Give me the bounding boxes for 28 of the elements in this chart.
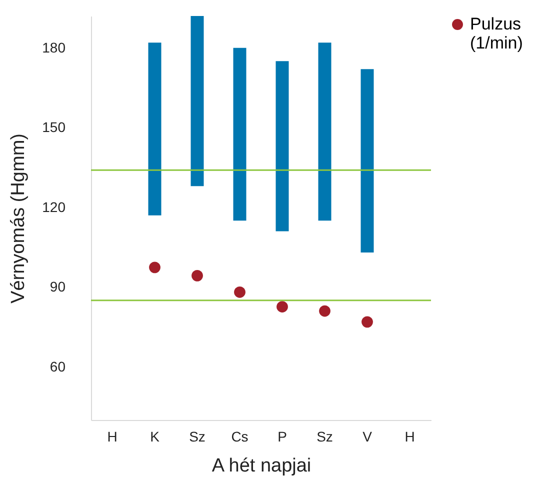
y-tick-label: 150 [42,119,66,136]
y-axis-title: Vérnyomás (Hgmm) [8,134,30,304]
bar [233,48,246,221]
x-tick-label: Cs [231,428,248,444]
point [149,262,160,274]
x-tick-label: K [150,428,160,444]
point [362,316,373,328]
x-tick-label: V [362,428,373,444]
legend-label: Pulzus (1/min) [470,14,523,52]
bar [360,69,374,253]
bar [190,16,204,186]
bar [318,42,332,221]
x-tick-label: H [404,428,415,444]
point [234,286,246,298]
y-tick-label: 120 [42,198,66,215]
y-tick-label: 60 [50,358,66,374]
x-tick-label: H [107,428,118,444]
x-axis-title: A hét napjai [212,456,312,476]
point [319,305,330,317]
bar [276,61,289,232]
y-tick-label: 90 [50,278,66,295]
point [276,301,288,312]
y-tick-label: 180 [42,39,66,56]
point [192,270,203,282]
bar [148,42,162,216]
x-tick-label: P [278,428,287,444]
x-tick-label: Sz [316,428,333,444]
x-tick-label: Sz [189,428,206,444]
